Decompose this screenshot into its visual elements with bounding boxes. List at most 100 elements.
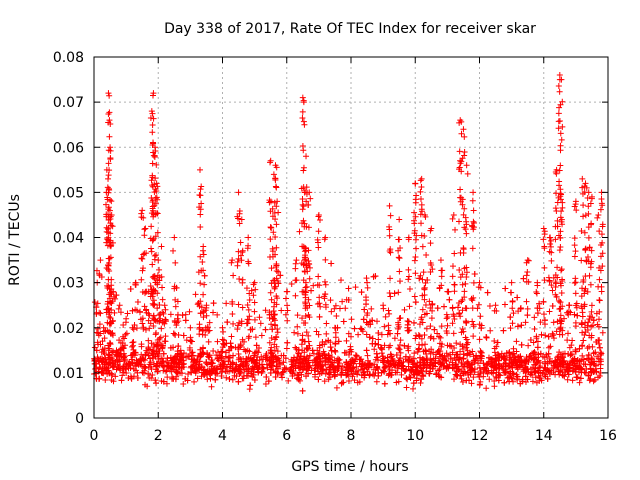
data-point (483, 334, 490, 341)
data-point (322, 304, 329, 311)
data-point (106, 260, 113, 267)
data-point (522, 358, 529, 365)
data-point (348, 316, 355, 323)
data-point (542, 360, 549, 367)
data-point (550, 332, 557, 339)
data-point (552, 371, 559, 378)
x-tick-label: 0 (90, 428, 99, 444)
data-point (305, 332, 312, 339)
data-point (363, 297, 370, 304)
data-point (420, 373, 427, 380)
data-point (123, 330, 130, 337)
data-point (576, 345, 583, 352)
data-point (427, 365, 434, 372)
data-point (301, 349, 308, 356)
data-point-peak (418, 175, 425, 182)
data-point (418, 220, 425, 227)
data-point (139, 255, 146, 262)
data-point (534, 310, 541, 317)
data-point (411, 293, 418, 300)
data-point (283, 345, 290, 352)
data-point (307, 195, 314, 202)
data-point (108, 198, 115, 205)
data-point (559, 199, 566, 206)
data-point (413, 377, 420, 384)
data-point (554, 274, 561, 281)
data-point (223, 374, 230, 381)
data-point (413, 245, 420, 252)
data-point (105, 175, 112, 182)
data-point (300, 167, 307, 174)
data-point (397, 314, 404, 321)
data-point (391, 362, 398, 369)
data-point-peak (106, 117, 113, 124)
data-point (137, 316, 144, 323)
data-point (200, 291, 207, 298)
data-point (469, 222, 476, 229)
data-point (484, 289, 491, 296)
data-point (359, 358, 366, 365)
data-point (274, 277, 281, 284)
data-point (572, 319, 579, 326)
data-point (148, 245, 155, 252)
data-point (138, 255, 145, 262)
data-point (325, 355, 332, 362)
data-point-peak (421, 211, 428, 218)
data-point (555, 232, 562, 239)
data-point (524, 268, 531, 275)
data-point (306, 264, 313, 271)
data-point (109, 349, 116, 356)
data-point (534, 358, 541, 365)
data-point (115, 356, 122, 363)
data-point (587, 375, 594, 382)
data-point (351, 325, 358, 332)
data-point (200, 251, 207, 258)
data-point (572, 347, 579, 354)
data-point (443, 328, 450, 335)
data-point (584, 194, 591, 201)
data-point (405, 357, 412, 364)
data-point (559, 221, 566, 228)
data-point (578, 369, 585, 376)
data-point (452, 361, 459, 368)
data-point (251, 316, 258, 323)
data-points (91, 72, 606, 394)
data-point (273, 221, 280, 228)
data-point (538, 377, 545, 384)
data-point (202, 326, 209, 333)
data-point (441, 303, 448, 310)
data-point (239, 304, 246, 311)
data-point (332, 348, 339, 355)
data-point (561, 373, 568, 380)
data-point (177, 356, 184, 363)
data-point (99, 365, 106, 372)
data-point (149, 291, 156, 298)
data-point (507, 325, 514, 332)
data-point (438, 343, 445, 350)
data-point (104, 226, 111, 233)
data-point (421, 284, 428, 291)
data-point (188, 368, 195, 375)
data-point (352, 284, 359, 291)
data-point (467, 366, 474, 373)
data-point (530, 350, 537, 357)
data-point (597, 349, 604, 356)
data-point (294, 312, 301, 319)
data-point (196, 192, 203, 199)
data-point (299, 332, 306, 339)
data-point (557, 101, 564, 108)
data-point-peak (110, 288, 117, 295)
data-point (299, 108, 306, 115)
data-point (385, 322, 392, 329)
data-point (156, 301, 163, 308)
data-point (312, 371, 319, 378)
data-point (185, 370, 192, 377)
data-point (419, 243, 426, 250)
data-point (453, 372, 460, 379)
data-point (274, 325, 281, 332)
data-point (588, 323, 595, 330)
data-point (428, 262, 435, 269)
data-point (321, 295, 328, 302)
data-point (146, 374, 153, 381)
data-point (195, 364, 202, 371)
